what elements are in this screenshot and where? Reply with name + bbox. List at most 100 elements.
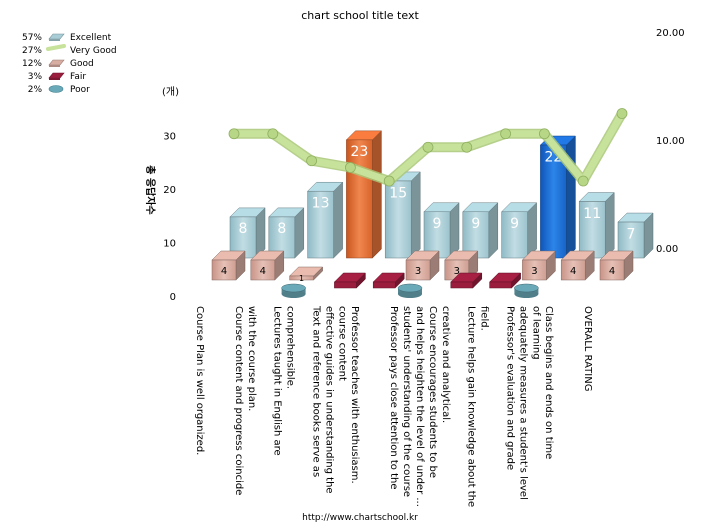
bar-excellent: 13: [306, 181, 344, 259]
legend-percent: 3%: [28, 72, 43, 82]
x-tick-label: Lecture helps gain knowledge about the fi…: [466, 306, 490, 507]
x-tick-label: OVERALL RATING: [582, 306, 593, 391]
bar-fair: [333, 272, 367, 289]
line-point: [383, 175, 395, 187]
x-tick-label: Professor pays close attention to the stu…: [388, 306, 425, 507]
bar-data-label: 7: [627, 226, 636, 242]
legend-label: Poor: [70, 85, 90, 95]
bar-fair: [372, 272, 405, 289]
y-tick-label: 20: [163, 185, 176, 196]
line-point: [500, 128, 512, 140]
x-tick-label-line: Text and reference books serve as: [310, 305, 321, 477]
bar-good: 4: [250, 250, 285, 281]
y2-tick-label: 20.00: [656, 28, 685, 39]
bar-data-label: 8: [239, 221, 248, 237]
y-tick-label: 30: [163, 132, 176, 143]
x-tick-label-line: Professor teaches with enthusiasm.: [349, 306, 360, 484]
bar-excellent: 9: [500, 202, 538, 259]
line-point: [577, 175, 589, 187]
legend-swatch: [48, 59, 65, 66]
bar-excellent: 9: [423, 202, 460, 259]
line-point: [422, 141, 434, 153]
y2-tick-label: 10.00: [656, 136, 685, 147]
x-tick-label: Course encourages students to be creative…: [427, 306, 451, 478]
bar-excellent: 8: [268, 207, 305, 259]
x-tick-label-line: of learning: [530, 306, 541, 360]
legend-item-fair: 3% Fair: [28, 72, 87, 82]
bar-data-label: 4: [260, 266, 266, 277]
y-axis-ticks: 0 10 20 30: [163, 132, 176, 304]
legend-percent: 27%: [22, 46, 42, 56]
x-tick-label-line: Course Plan is well organized.: [194, 306, 205, 455]
legend-swatch: [46, 44, 66, 51]
bar-data-label: 9: [510, 216, 519, 232]
bar-data-label: 8: [277, 221, 286, 237]
bar-good: 3: [405, 250, 440, 281]
y-tick-label: 0: [170, 292, 176, 303]
x-tick-label: Professor's evaluation and grade adequate…: [504, 306, 541, 500]
bar-data-label: 4: [609, 266, 615, 277]
line-point: [616, 108, 628, 119]
legend-swatch-edge: [49, 65, 60, 67]
x-tick-label: Text and reference books serve as effecti…: [310, 305, 347, 494]
footer-url: http://www.chartschool.kr: [302, 513, 418, 523]
bar-data-label: 4: [221, 266, 227, 277]
x-tick-label-line: Professor's evaluation and grade: [504, 306, 515, 470]
bar-data-label: 3: [415, 266, 421, 277]
y2-tick-label: 0.00: [656, 244, 678, 255]
x-tick-label: Class begins and ends on time: [543, 306, 554, 459]
legend-item-excellent: 57% Excellent: [22, 33, 112, 43]
x-tick-label-line: comprehensible.: [285, 306, 296, 389]
legend-item-good: 12% Good: [22, 59, 94, 69]
bar-data-label: 11: [583, 206, 601, 222]
x-tick-label-line: adequately measures a student's level: [517, 306, 528, 500]
bar-data-label: 1: [299, 274, 304, 283]
bar-excellent: 9: [462, 202, 499, 259]
bar-excellent: 7: [617, 212, 654, 259]
x-axis-labels: Course Plan is well organized. Course con…: [194, 305, 593, 507]
bar-data-label: 3: [454, 266, 460, 277]
legend-label: Fair: [70, 72, 86, 82]
legend-percent: 2%: [28, 85, 43, 95]
bar-poor: [397, 283, 423, 298]
bar-good: 4: [211, 250, 246, 281]
legend-label: Very Good: [70, 46, 117, 56]
bar-excellent: 15: [384, 171, 421, 259]
x-tick-label-line: course content: [336, 306, 347, 381]
bar-good: 3: [521, 250, 557, 281]
bar-poor: [281, 283, 306, 298]
bar-poor: [514, 283, 539, 298]
x-tick-label-line: OVERALL RATING: [582, 306, 593, 391]
x-tick-label: Professor teaches with enthusiasm.: [349, 306, 360, 484]
bar-data-label: 13: [312, 196, 330, 212]
legend: 57% Excellent 27% Very Good 12% Good 3% Fair 2% P…: [22, 33, 117, 95]
line-point: [461, 141, 473, 153]
bar-data-label: 23: [350, 144, 368, 160]
legend-item-very-good: 27% Very Good: [22, 44, 117, 56]
x-tick-label-line: Professor pays close attention to the: [388, 306, 399, 490]
bar-data-label: 9: [471, 216, 480, 232]
x-tick-label-line: Course content and progress coincide: [233, 306, 244, 495]
line-point: [344, 162, 356, 173]
legend-swatch: [48, 72, 65, 79]
y-axis-label: 총 응답자수: [144, 165, 157, 214]
x-tick-label-line: Course encourages students to be: [427, 306, 438, 478]
legend-percent: 12%: [22, 59, 42, 69]
bar-data-label: 9: [433, 216, 442, 232]
very-good-line: [228, 108, 628, 187]
y-tick-label: 10: [163, 239, 176, 250]
bar-excellent: 23: [345, 130, 383, 259]
legend-percent: 57%: [22, 33, 42, 43]
legend-item-poor: 2% Poor: [28, 85, 90, 95]
bar-fair: [450, 272, 483, 289]
legend-swatch-edge: [49, 78, 60, 80]
legend-swatch: [48, 33, 65, 40]
x-tick-label-line: students' understanding of the course: [401, 306, 412, 497]
bar-good: 1: [288, 266, 324, 283]
bar-data-label: 15: [389, 185, 407, 201]
x-tick-label-line: Class begins and ends on time: [543, 306, 554, 459]
x-tick-label-line: Lecture helps gain knowledge about the: [466, 306, 477, 507]
bar-data-label: 3: [531, 266, 537, 277]
line-point: [539, 128, 550, 140]
